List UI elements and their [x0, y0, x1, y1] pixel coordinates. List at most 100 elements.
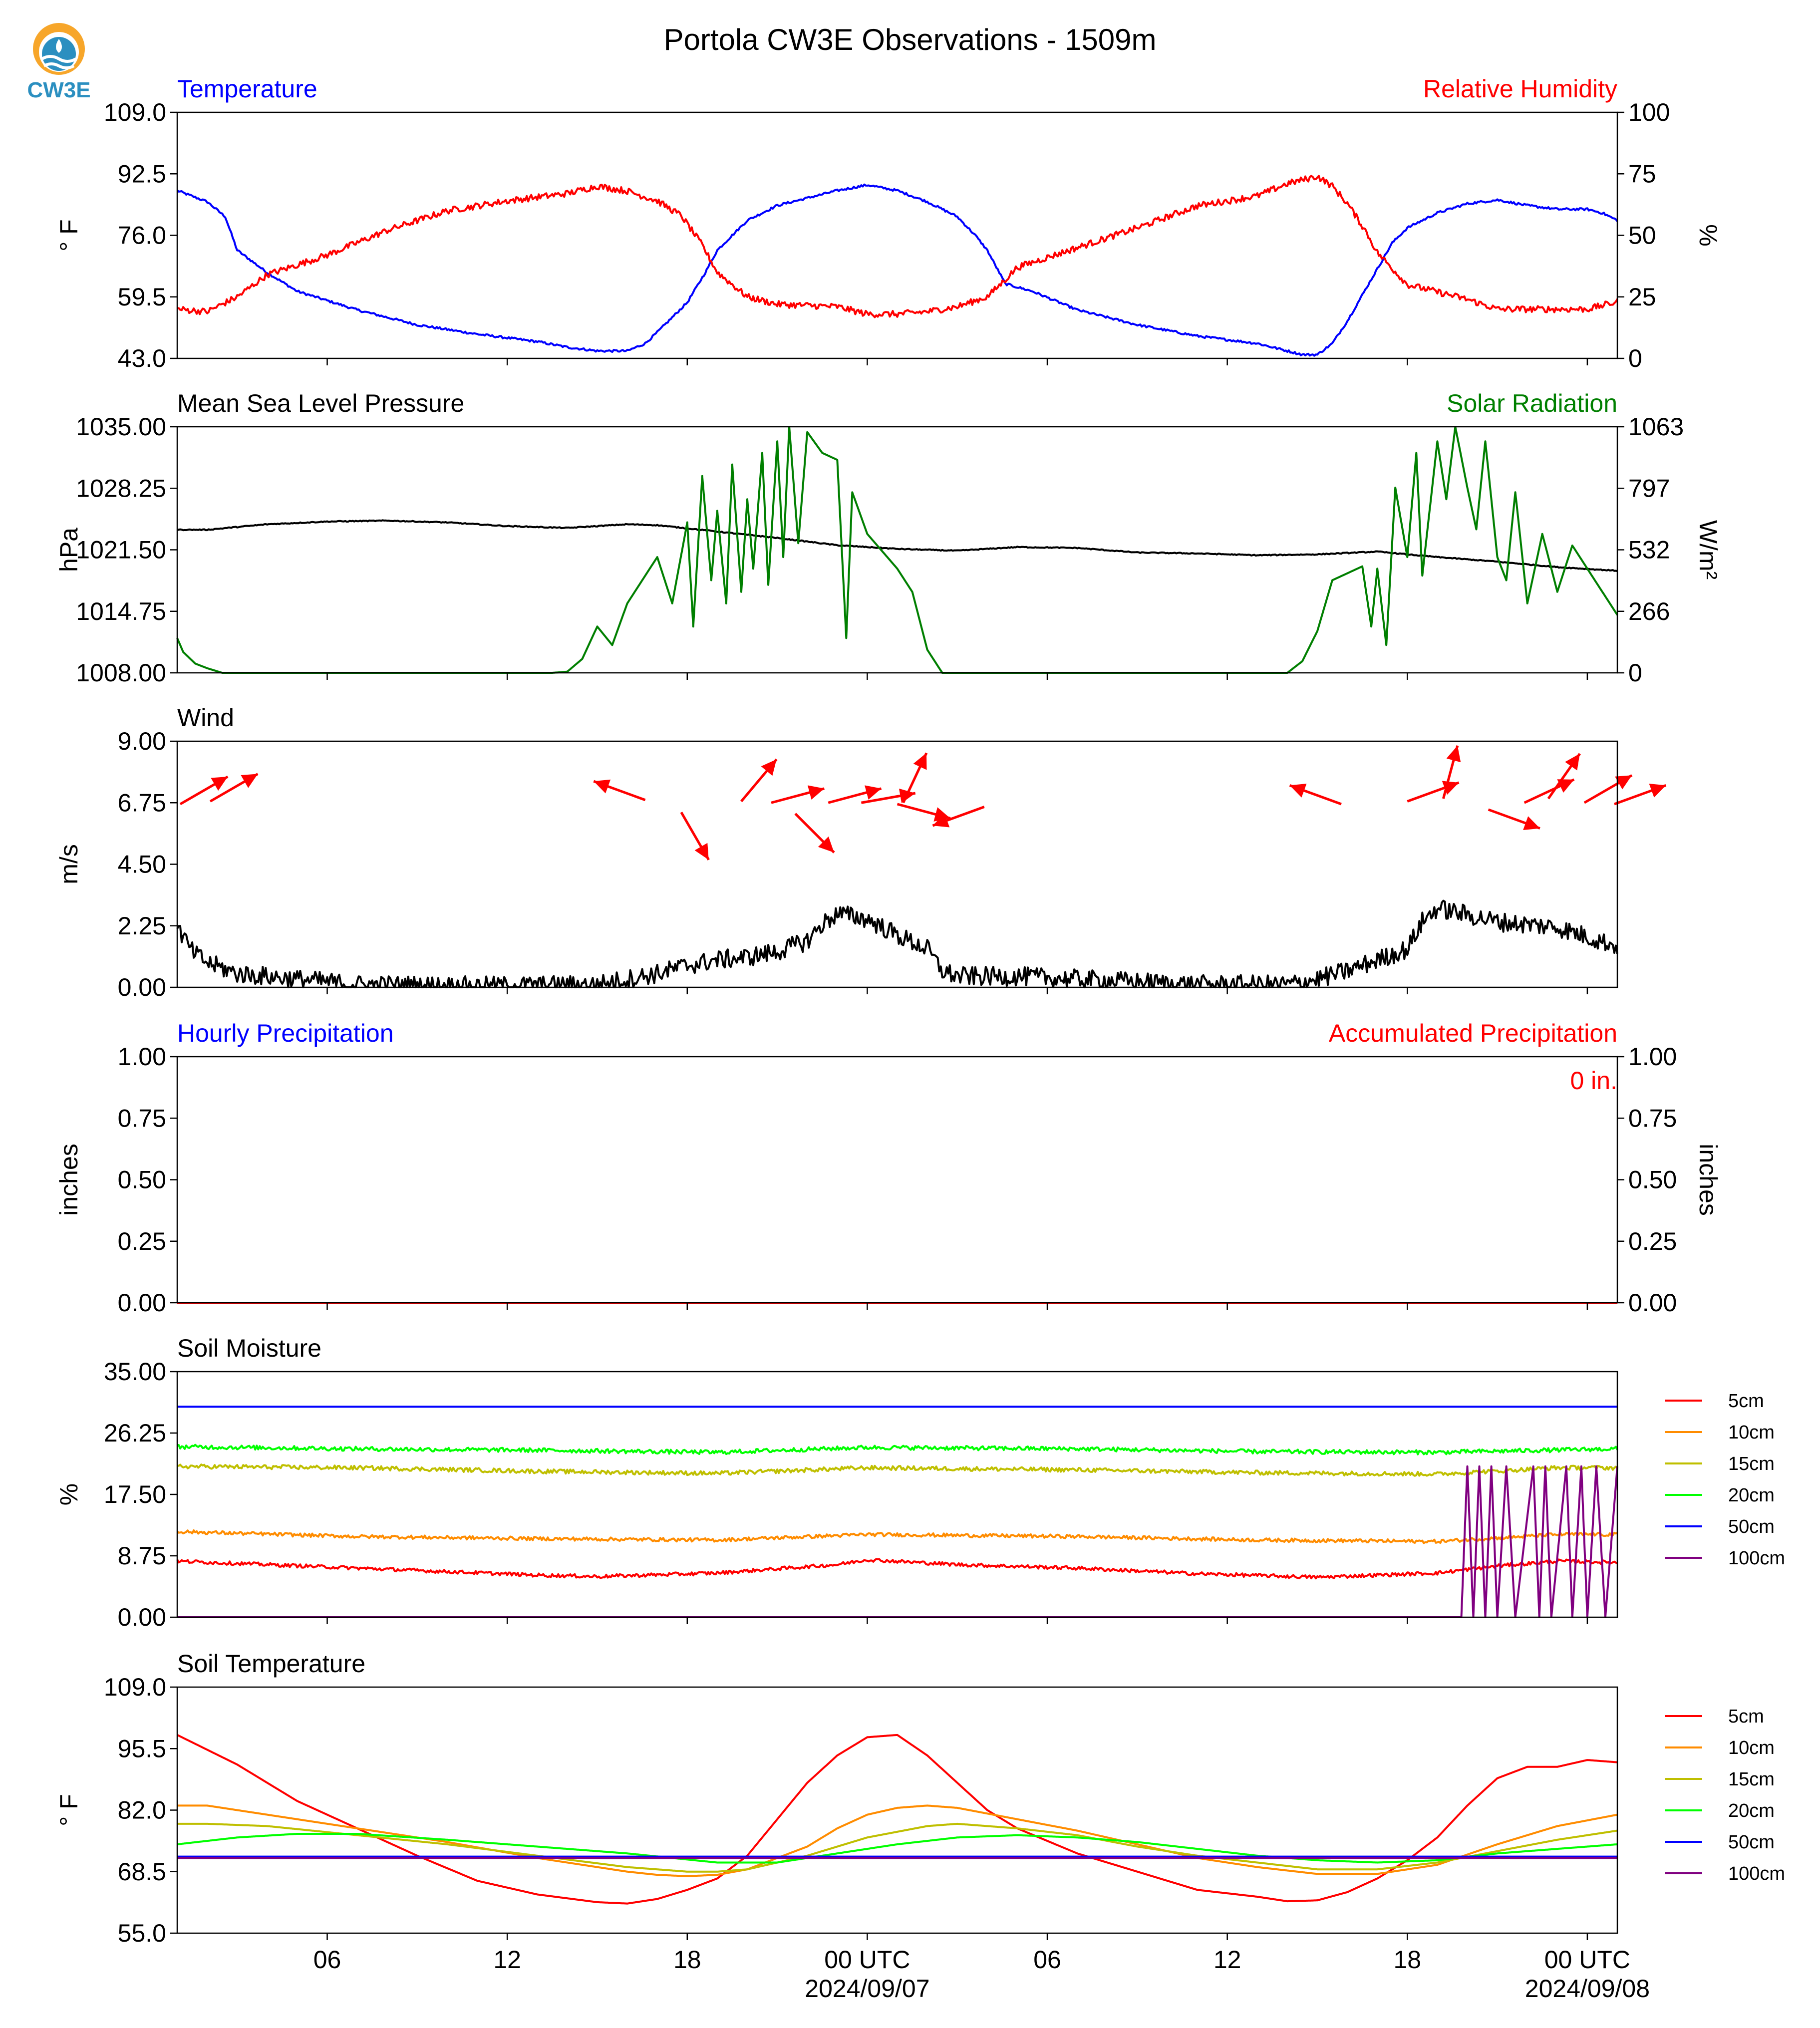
legend-label: 15cm [1728, 1453, 1775, 1474]
y-tick-label-left: 109.0 [104, 98, 166, 126]
y-tick-label-left: 35.00 [104, 1358, 166, 1386]
series-temp_rh-temperature [176, 183, 1618, 357]
wind-arrow-head [1557, 779, 1574, 793]
y-tick-label-left: 0.00 [118, 1603, 166, 1631]
y-tick-label-left: 0.25 [118, 1227, 166, 1255]
y-tick-label-left: 68.5 [118, 1858, 166, 1886]
series-soil_temperature-depth_10cm [177, 1804, 1618, 1877]
series-soil_moisture-depth_5cm [176, 1558, 1618, 1580]
wind-arrow-head [932, 813, 950, 828]
y-tick-label-left: 55.0 [118, 1919, 166, 1947]
y-tick-label-right: 75 [1628, 160, 1656, 188]
series-temp_rh-humidity [177, 175, 1618, 318]
panel-pressure_solar: 1008.00 1014.75 1021.50 1028.25 1035.00 0 266 5… [55, 389, 1722, 687]
wind-arrow-head [1289, 783, 1307, 798]
plot-frame [176, 1056, 1618, 1304]
legend-label: 100cm [1728, 1863, 1785, 1884]
x-tick-label: 12 [1213, 1946, 1241, 1974]
panel-title-left: Temperature [177, 75, 317, 103]
legend-item-20cm: 20cm [1665, 1800, 1775, 1821]
wind-arrow-head [1446, 745, 1461, 763]
series-soil_temperature-depth_20cm [177, 1833, 1618, 1864]
y-axis-label-left: m/s [55, 844, 83, 884]
y-tick-label-left: 1014.75 [76, 597, 166, 625]
x-tick-label: 18 [1393, 1946, 1421, 1974]
wind-arrow-19 [1614, 783, 1667, 806]
wind-arrow-14 [1442, 745, 1461, 799]
wind-arrow-17 [1547, 753, 1581, 800]
y-axis-label-left: % [55, 1483, 83, 1505]
x-tick-label: 06 [313, 1946, 341, 1974]
legend-label: 20cm [1728, 1800, 1775, 1821]
wind-arrow-head [913, 753, 927, 770]
y-axis-label-left: ° F [55, 219, 83, 251]
legend-label: 10cm [1728, 1422, 1775, 1443]
x-date-label: 2024/09/07 [805, 1975, 929, 2003]
y-tick-label-left: 17.50 [104, 1480, 166, 1508]
legend-item-15cm: 15cm [1665, 1769, 1775, 1790]
wind-arrow-11 [932, 806, 985, 828]
legend-item-10cm: 10cm [1665, 1738, 1775, 1758]
legend-item-5cm: 5cm [1665, 1706, 1764, 1727]
y-tick-label-left: 43.0 [118, 344, 166, 372]
y-tick-label-left: 26.25 [104, 1419, 166, 1447]
wind-arrow-3 [680, 812, 710, 861]
y-axis-label-right: % [1694, 224, 1722, 246]
legend-label: 5cm [1728, 1391, 1764, 1412]
y-tick-label-right: 0.75 [1628, 1104, 1677, 1132]
legend-item-50cm: 50cm [1665, 1516, 1775, 1537]
y-tick-label-right: 266 [1628, 597, 1670, 625]
x-tick-label: 00 UTC [824, 1946, 910, 1974]
x-date-label: 2024/09/08 [1525, 1975, 1650, 2003]
accumulated-precip-value: 0 in. [1570, 1067, 1617, 1095]
panel-title-left: Mean Sea Level Pressure [177, 389, 464, 417]
logo-text: CW3E [27, 78, 90, 102]
y-tick-label-right: 0.50 [1628, 1166, 1677, 1194]
wind-arrow-2 [593, 779, 646, 802]
wind-arrow-head [594, 779, 611, 794]
wind-arrow-head [865, 785, 882, 800]
legend-label: 50cm [1728, 1832, 1775, 1853]
panel-temp_rh: 43.0 59.5 76.0 92.5 109.0 0 25 50 75 100 Temperatu… [55, 75, 1722, 372]
y-tick-label-right: 100 [1628, 98, 1670, 126]
cw3e-logo: CW3E [27, 23, 91, 102]
y-tick-label-right: 1063 [1628, 413, 1684, 441]
y-axis-label-left: inches [55, 1144, 83, 1216]
panel-title-left: Soil Temperature [177, 1650, 365, 1678]
wind-arrow-head [1649, 783, 1666, 798]
legend-label: 5cm [1728, 1706, 1764, 1727]
wind-arrow-13 [1407, 781, 1460, 803]
legend-label: 20cm [1728, 1485, 1775, 1506]
wind-arrow-9 [902, 752, 928, 804]
panel-wind: 0.00 2.25 4.50 6.75 9.00 Wind m/s [55, 704, 1667, 1001]
y-tick-label-right: 25 [1628, 283, 1656, 311]
y-tick-label-left: 0.50 [118, 1166, 166, 1194]
y-tick-label-left: 59.5 [118, 283, 166, 311]
y-tick-label-right: 0 [1628, 659, 1642, 687]
legend-item-10cm: 10cm [1665, 1422, 1775, 1443]
y-tick-label-left: 0.75 [118, 1104, 166, 1132]
plot-frame [176, 1371, 1618, 1618]
x-tick-label: 00 UTC [1544, 1946, 1630, 1974]
wind-arrow-15 [1488, 808, 1540, 830]
y-tick-label-left: 1035.00 [76, 413, 166, 441]
wind-arrow-6 [794, 813, 835, 854]
legend-label: 100cm [1728, 1548, 1785, 1569]
y-tick-label-left: 109.0 [104, 1673, 166, 1701]
wind-arrow-head [761, 759, 777, 776]
panel-precip: 0.00 0.25 0.50 0.75 1.00 0.00 0.25 0.50 0.75 1.00… [55, 1019, 1722, 1317]
panel-title-left: Hourly Precipitation [177, 1019, 394, 1047]
series-soil_moisture-depth_15cm [177, 1463, 1618, 1477]
legend-label: 50cm [1728, 1516, 1775, 1537]
wind-arrow-7 [828, 785, 882, 804]
panel-soil_moisture: 0.00 8.75 17.50 26.25 35.00 Soil Moisture% 5cm… [55, 1334, 1785, 1631]
y-tick-label-right: 0.25 [1628, 1227, 1677, 1255]
y-tick-label-left: 8.75 [118, 1542, 166, 1570]
wind-arrow-head [1565, 753, 1580, 771]
wind-arrow-head [211, 776, 228, 791]
legend-item-5cm: 5cm [1665, 1391, 1764, 1412]
y-axis-label-right: W/m² [1694, 520, 1722, 579]
wind-arrow-head [694, 843, 709, 860]
legend-label: 10cm [1728, 1738, 1775, 1758]
y-tick-label-left: 1021.50 [76, 536, 166, 564]
